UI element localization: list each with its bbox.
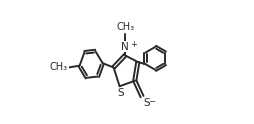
- Text: +: +: [130, 40, 137, 49]
- Text: S: S: [143, 98, 149, 108]
- Text: CH₃: CH₃: [50, 62, 68, 72]
- Text: CH₃: CH₃: [116, 22, 134, 32]
- Text: −: −: [148, 97, 155, 106]
- Text: N: N: [121, 42, 129, 52]
- Text: S: S: [116, 88, 123, 98]
